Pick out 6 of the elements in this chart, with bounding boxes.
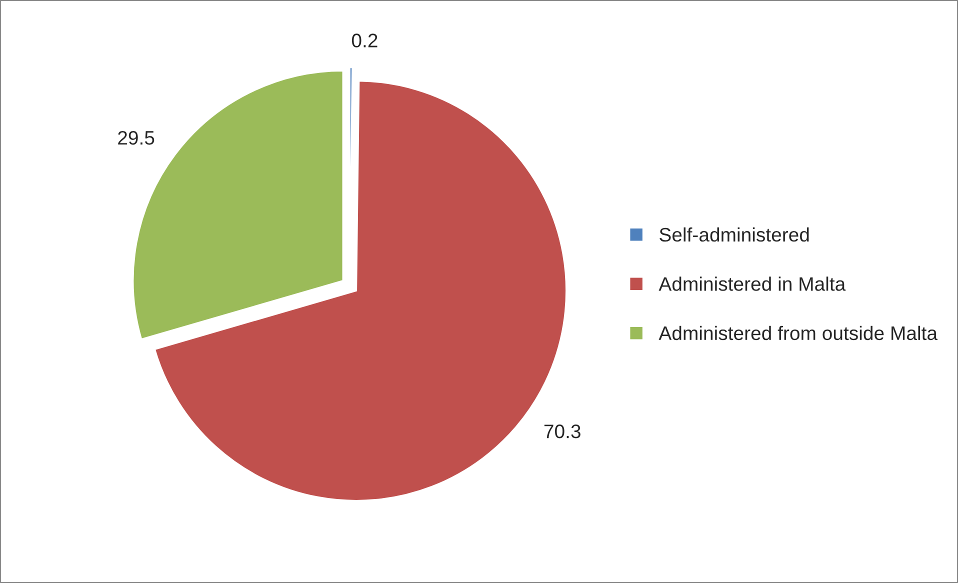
data-label: 70.3 (544, 424, 580, 438)
legend-label: Administered from outside Malta (658, 326, 938, 340)
legend-label: Self-administered (660, 227, 809, 242)
data-label: 29.5 (118, 130, 154, 145)
data-label: 0.2 (352, 34, 378, 48)
legend-label: Administered in Malta (658, 276, 846, 291)
